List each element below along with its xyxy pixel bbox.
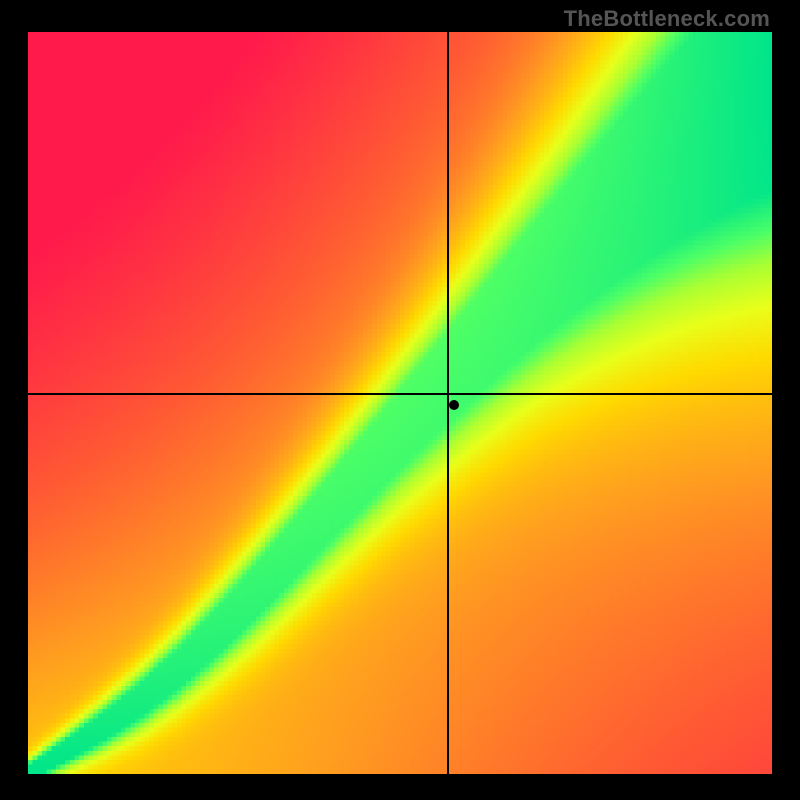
chart-container: TheBottleneck.com: [0, 0, 800, 800]
watermark-text: TheBottleneck.com: [564, 6, 770, 32]
heatmap-canvas: [28, 32, 772, 774]
data-point-marker: [449, 400, 459, 410]
crosshair-horizontal: [28, 393, 772, 395]
heatmap-plot-area: [28, 32, 772, 774]
